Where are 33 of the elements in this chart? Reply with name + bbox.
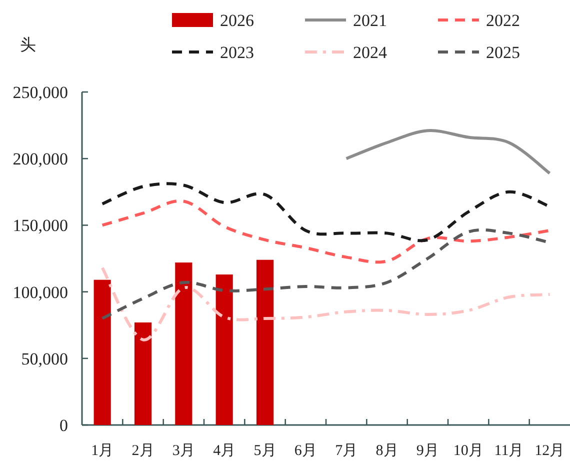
bar	[256, 260, 274, 425]
x-tick-label: 5月	[254, 443, 276, 459]
legend-label: 2023	[220, 43, 254, 62]
x-tick-label: 2月	[132, 443, 154, 459]
x-tick-label: 7月	[335, 443, 358, 459]
y-tick-label: 50,000	[21, 349, 68, 368]
bar	[175, 262, 192, 425]
line-series	[100, 200, 552, 264]
legend-label: 2025	[486, 43, 520, 62]
x-tick-label: 12月	[534, 443, 565, 459]
x-tick-label: 8月	[376, 443, 398, 459]
legend-label: 2022	[486, 11, 520, 30]
line-series	[344, 129, 552, 175]
x-tick-label: 11月	[494, 443, 524, 459]
legend-label: 2021	[353, 11, 387, 30]
y-tick-label: 200,000	[12, 150, 68, 169]
x-tick-label: 9月	[416, 443, 439, 459]
x-tick-label: 1月	[91, 443, 114, 459]
y-tick-label: 150,000	[12, 216, 68, 236]
bar	[94, 280, 111, 425]
y-tick-label: 100,000	[12, 282, 68, 302]
line-series	[100, 266, 552, 342]
x-tick-label: 10月	[453, 443, 484, 459]
x-tick-label: 6月	[294, 443, 317, 459]
y-tick-label: 0	[60, 416, 68, 435]
bar	[216, 274, 233, 425]
legend-label: 2024	[353, 43, 388, 62]
y-tick-label: 250,000	[12, 83, 68, 102]
x-tick-label: 4月	[213, 443, 236, 459]
x-tick-label: 3月	[172, 443, 195, 459]
y-axis-title: 头	[20, 36, 36, 54]
bar	[134, 322, 152, 425]
legend-label: 2026	[220, 11, 254, 30]
